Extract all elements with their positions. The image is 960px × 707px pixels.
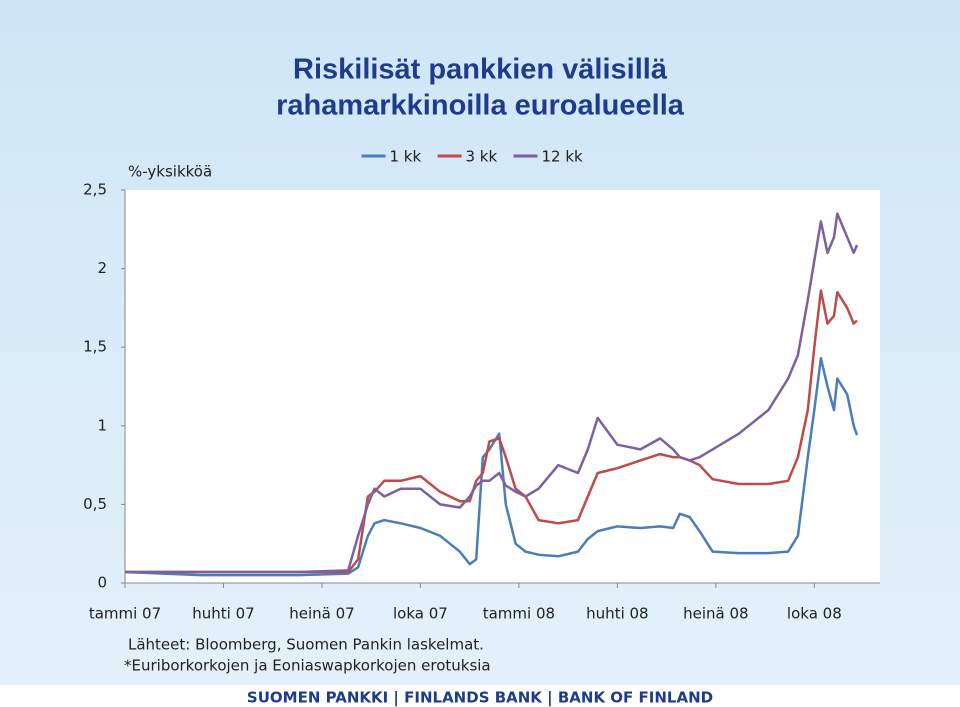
y-tick-label: 0,5 — [83, 495, 107, 513]
series-line — [124, 356, 859, 577]
series-line — [125, 212, 859, 574]
legend-label: 1 kk — [390, 148, 422, 166]
y-axis-label: %-yksikköä — [128, 163, 212, 181]
y-tick-label: 1,5 — [83, 338, 107, 356]
y-tick-label: 2 — [97, 259, 107, 277]
x-tick-label: tammi 08 — [483, 605, 555, 623]
plot-area — [125, 190, 880, 583]
footer: SUOMEN PANKKI | FINLANDS BANK | BANK OF … — [247, 689, 713, 707]
x-tick-label: heinä 07 — [289, 605, 354, 623]
y-tick-label: 0 — [97, 574, 107, 592]
legend-label: 12 kk — [542, 148, 584, 166]
chart-title: rahamarkkinoilla euroalueella — [276, 90, 685, 122]
x-tick-label: loka 08 — [787, 605, 842, 623]
x-tick-label: heinä 08 — [683, 605, 748, 623]
note: Lähteet: Bloomberg, Suomen Pankin laskel… — [128, 636, 484, 654]
y-tick-label: 2,5 — [83, 181, 107, 199]
x-tick-label: tammi 07 — [89, 605, 161, 623]
x-tick-label: huhti 08 — [586, 605, 648, 623]
x-tick-label: loka 07 — [393, 605, 448, 623]
legend-label: 3 kk — [466, 148, 498, 166]
note: *Euriborkorkojen ja Eoniaswapkorkojen er… — [124, 657, 491, 675]
y-tick-label: 1 — [97, 416, 107, 434]
chart-title: Riskilisät pankkien välisillä — [293, 54, 668, 86]
x-tick-label: huhti 07 — [192, 605, 254, 623]
series-line — [125, 289, 858, 574]
footer-band — [0, 685, 960, 707]
